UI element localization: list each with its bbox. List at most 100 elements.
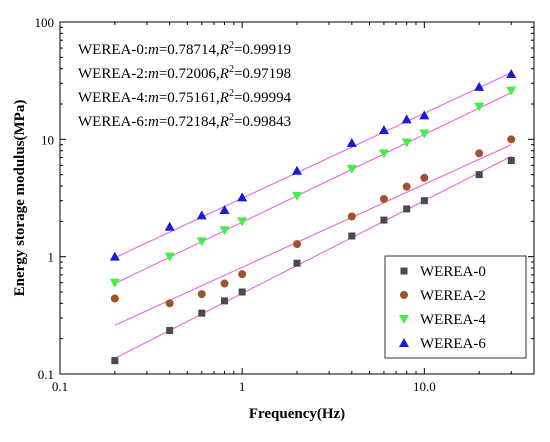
data-point-werea-4 — [419, 129, 430, 139]
fit-annotation: WEREA-0:m=0.78714,R2=0.99919 — [78, 40, 291, 58]
data-point-werea-2 — [220, 279, 229, 288]
fit-line-werea-4 — [114, 92, 512, 285]
fit-annotation-part: R — [219, 90, 229, 106]
data-point-werea-6 — [346, 138, 357, 148]
fit-annotation-part: WEREA-0: — [78, 42, 148, 58]
data-point-werea-6 — [419, 110, 430, 120]
legend-box — [384, 255, 527, 359]
fit-annotation-part: 2 — [229, 112, 234, 123]
legend-label: WEREA-2 — [420, 288, 486, 304]
data-point-werea-4 — [292, 191, 302, 201]
data-point-werea-6 — [378, 125, 389, 135]
x-axis-title: Frequency(Hz) — [249, 406, 345, 422]
data-point-werea-0 — [166, 326, 174, 334]
fit-annotation-part: WEREA-6: — [78, 114, 148, 130]
data-point-werea-4 — [506, 86, 517, 96]
data-point-werea-2 — [293, 240, 301, 249]
data-point-werea-0 — [111, 357, 119, 365]
fit-annotation-part: R — [219, 114, 229, 130]
fit-annotation-part: 2 — [229, 40, 234, 51]
fit-annotation-part: =0.97198 — [234, 66, 291, 82]
data-point-werea-2 — [507, 135, 516, 144]
fit-annotation-part: m — [148, 90, 159, 106]
data-point-werea-6 — [109, 251, 120, 261]
legend-marker-werea-4 — [399, 315, 409, 324]
data-point-werea-2 — [165, 299, 174, 308]
data-point-werea-0 — [475, 171, 483, 179]
fit-annotation-part: R — [219, 42, 229, 58]
fit-annotation-part: =0.72006, — [159, 66, 220, 82]
data-point-werea-0 — [403, 205, 411, 213]
fit-lines — [114, 72, 512, 359]
data-point-werea-2 — [475, 149, 484, 158]
data-point-werea-0 — [507, 157, 515, 165]
data-point-werea-2 — [420, 173, 429, 182]
data-point-werea-0 — [420, 197, 428, 205]
data-point-werea-4 — [378, 149, 389, 159]
x-tick-label: 0.1 — [52, 379, 68, 394]
legend-label: WEREA-4 — [420, 312, 486, 328]
fit-annotation-part: 2 — [229, 64, 234, 75]
legend-marker-werea-0 — [400, 267, 408, 275]
data-point-werea-6 — [292, 165, 302, 175]
fit-annotation-part: 2 — [229, 88, 234, 99]
data-point-werea-6 — [237, 192, 248, 202]
fit-annotation: WEREA-6:m=0.72184,R2=0.99843 — [78, 112, 291, 130]
axis-ticks: 0.1 1 10.0 0.1 1 10 100 — [35, 15, 534, 394]
data-point-werea-6 — [219, 204, 230, 214]
data-point-werea-4 — [164, 252, 175, 262]
data-point-werea-0 — [221, 297, 229, 305]
fit-annotation-part: =0.72184, — [159, 114, 220, 130]
legend-label: WEREA-0 — [420, 264, 486, 280]
fit-line-werea-0 — [114, 155, 512, 359]
data-point-werea-6 — [506, 69, 517, 79]
fit-annotation-part: R — [219, 66, 229, 82]
y-axis-title: Energy storage modulus(MPa) — [12, 100, 28, 297]
data-point-werea-6 — [164, 221, 175, 231]
y-tick-label: 0.1 — [38, 367, 54, 382]
legend-label: WEREA-6 — [420, 336, 486, 352]
fit-annotation-part: m — [148, 42, 159, 58]
legend-marker-werea-6 — [399, 338, 409, 347]
data-point-werea-4 — [219, 226, 230, 236]
fit-annotation: WEREA-2:m=0.72006,R2=0.97198 — [78, 64, 291, 82]
y-tick-label: 100 — [35, 15, 55, 30]
fit-line-werea-6 — [114, 72, 512, 259]
fit-annotation-part: m — [148, 114, 159, 130]
y-tick-label: 1 — [48, 250, 55, 265]
data-point-werea-6 — [401, 114, 412, 124]
x-tick-label: 1 — [239, 379, 246, 394]
data-point-werea-2 — [110, 294, 119, 303]
x-tick-label: 10.0 — [413, 379, 436, 394]
fit-annotations: WEREA-0:m=0.78714,R2=0.99919WEREA-2:m=0.… — [78, 40, 292, 130]
fit-annotation-part: =0.75161, — [159, 90, 220, 106]
legend: WEREA-0 WEREA-2 WEREA-4 WEREA-6 — [399, 264, 486, 352]
data-point-werea-4 — [237, 217, 248, 227]
data-point-werea-2 — [379, 195, 388, 204]
fit-annotation: WEREA-4:m=0.75161,R2=0.99994 — [78, 88, 292, 106]
data-point-werea-4 — [474, 102, 485, 112]
data-point-werea-4 — [401, 138, 412, 148]
data-point-werea-2 — [347, 212, 356, 221]
data-point-werea-6 — [196, 210, 207, 220]
data-point-werea-0 — [293, 259, 301, 267]
fit-annotation-part: WEREA-4: — [78, 90, 148, 106]
data-point-werea-4 — [196, 237, 207, 247]
data-point-werea-0 — [348, 232, 356, 240]
fit-annotation-part: =0.99919 — [234, 42, 291, 58]
data-point-werea-2 — [197, 290, 206, 299]
data-point-werea-0 — [380, 216, 388, 224]
data-markers — [109, 69, 517, 365]
data-point-werea-2 — [402, 182, 411, 191]
fit-annotation-part: =0.78714, — [159, 42, 220, 58]
fit-annotation-part: =0.99994 — [234, 90, 292, 106]
y-tick-label: 10 — [41, 132, 54, 147]
data-point-werea-4 — [346, 164, 357, 174]
fit-line-werea-2 — [114, 144, 512, 326]
fit-annotation-part: WEREA-2: — [78, 66, 148, 82]
data-point-werea-4 — [109, 278, 120, 288]
fit-annotation-part: m — [148, 66, 159, 82]
data-point-werea-0 — [198, 309, 206, 317]
data-point-werea-6 — [474, 81, 485, 91]
